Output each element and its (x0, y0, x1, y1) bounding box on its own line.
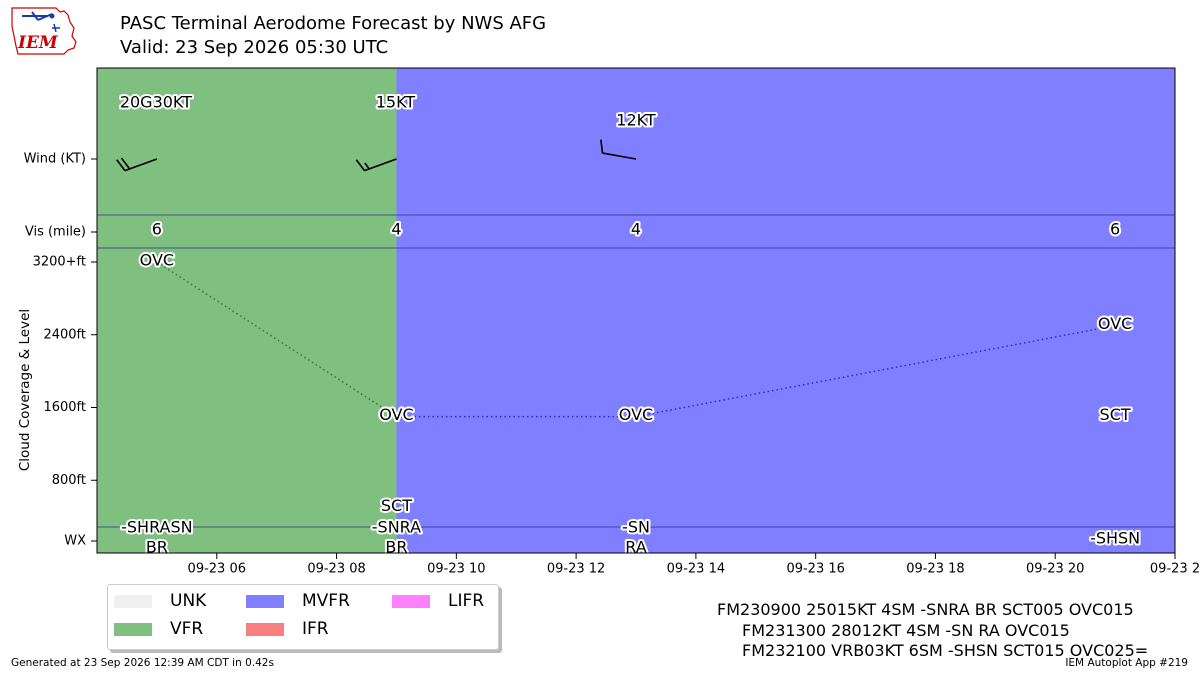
y-axis: Wind (KT) Vis (mile) WX 800ft 1600ft 2400ft 32… (17, 152, 97, 549)
cloud-cover-label: SCT (381, 496, 412, 515)
x-tick-label: 09-23 2 (1150, 562, 1200, 577)
row-label: Wind (KT) (24, 152, 86, 167)
taf-line: FM230900 25015KT 4SM -SNRA BR SCT005 OVC… (717, 600, 1134, 619)
cloud-cover-label: SCT (1100, 405, 1131, 424)
wind-barb-staff (124, 158, 158, 172)
row-label: WX (64, 534, 86, 549)
iem-logo: IEM (11, 7, 77, 55)
generated-note: Generated at 23 Sep 2026 12:39 AM CDT in… (11, 657, 274, 669)
legend-swatch (246, 622, 284, 636)
cloud-cover-label: OVC (619, 405, 653, 424)
y-tick-label: 800ft (52, 473, 86, 488)
x-tick-label: 09-23 08 (307, 562, 365, 577)
wx-label: BR (146, 538, 168, 557)
legend-swatch (392, 594, 430, 608)
svg-text:IEM: IEM (17, 33, 59, 53)
legend-swatch (114, 622, 152, 636)
wind-barb (355, 158, 397, 172)
y-tick-label: 3200+ft (33, 255, 86, 270)
legend: UNK MVFR LIFR VFR IFR (107, 584, 499, 650)
wind-barb-flag (600, 139, 604, 154)
chart-title: PASC Terminal Aerodome Forecast by NWS A… (120, 13, 547, 34)
wx-label: BR (385, 538, 407, 557)
wx-label: -SHRASN (121, 518, 193, 537)
visibility-label: 4 (631, 220, 641, 239)
wx-label: -SNRA (372, 518, 421, 537)
ceiling-line (396, 324, 1116, 418)
plot-frame (96, 67, 1176, 554)
legend-item-lifr: LIFR (392, 591, 484, 611)
legend-label: IFR (302, 619, 329, 639)
row-separators (97, 214, 1175, 528)
category-band-mvfr (396, 68, 1175, 553)
x-tick-label: 09-23 14 (667, 562, 725, 577)
legend-item-unk: UNK (114, 591, 206, 611)
category-bands (97, 68, 1175, 553)
x-tick-label: 09-23 20 (1026, 562, 1084, 577)
x-tick-label: 09-23 16 (786, 562, 844, 577)
wind-barb (600, 139, 637, 160)
x-tick-label: 09-23 18 (906, 562, 964, 577)
wind-barbs (116, 139, 637, 172)
taf-line: FM232100 VRB03KT 6SM -SHSN SCT015 OVC025… (742, 641, 1149, 660)
wind-barb-half-flag (364, 162, 370, 170)
legend-label: VFR (170, 619, 204, 639)
wx-label: RA (625, 538, 646, 557)
ceiling-lines (156, 261, 1116, 418)
wind-speed-label: 20G30KT (120, 93, 192, 112)
x-axis: 09-23 06 09-23 08 09-23 10 09-23 12 09-23 14… (188, 553, 1200, 577)
cloud-cover-label: OVC (140, 251, 174, 270)
legend-label: UNK (170, 591, 207, 611)
wind-barb-staff (602, 152, 637, 160)
legend-swatch (246, 594, 284, 608)
taf-line: FM231300 28012KT 4SM -SN RA OVC015 (742, 621, 1070, 640)
taf-chart: 20G30KT6OVC-SHRASNBR15KT4SCTOVC-SNRABR12… (17, 67, 1200, 577)
wind-barb (116, 157, 158, 172)
legend-swatch (114, 594, 152, 608)
wind-barb-flag (120, 157, 131, 170)
category-band-vfr (97, 68, 397, 553)
wx-label: -SN (622, 518, 650, 537)
legend-label: MVFR (302, 591, 350, 611)
visibility-label: 6 (1110, 220, 1120, 239)
cloud-cover-label: OVC (1098, 314, 1132, 333)
wind-barb-flag (116, 159, 126, 172)
y-axis-label: Cloud Coverage & Level (17, 309, 33, 471)
x-tick-label: 09-23 06 (188, 562, 246, 577)
x-tick-label: 09-23 10 (427, 562, 485, 577)
app-note: IEM Autoplot App #219 (1065, 657, 1188, 669)
row-label: Vis (mile) (25, 225, 86, 240)
chart-subtitle: Valid: 23 Sep 2026 05:30 UTC (120, 37, 389, 58)
wind-speed-label: 12KT (616, 111, 656, 130)
wx-label: -SHSN (1090, 529, 1140, 548)
legend-item-ifr: IFR (246, 619, 329, 639)
y-tick-label: 1600ft (43, 400, 86, 415)
cloud-cover-label: OVC (379, 405, 413, 424)
y-tick-label: 2400ft (43, 327, 86, 342)
visibility-label: 6 (152, 220, 162, 239)
wind-barb-staff (364, 158, 397, 172)
wind-barb-flag (355, 159, 366, 172)
legend-item-vfr: VFR (114, 619, 203, 639)
x-tick-label: 09-23 12 (547, 562, 605, 577)
legend-label: LIFR (448, 591, 485, 611)
wind-speed-label: 15KT (376, 93, 416, 112)
legend-item-mvfr: MVFR (246, 591, 350, 611)
visibility-label: 4 (391, 220, 401, 239)
